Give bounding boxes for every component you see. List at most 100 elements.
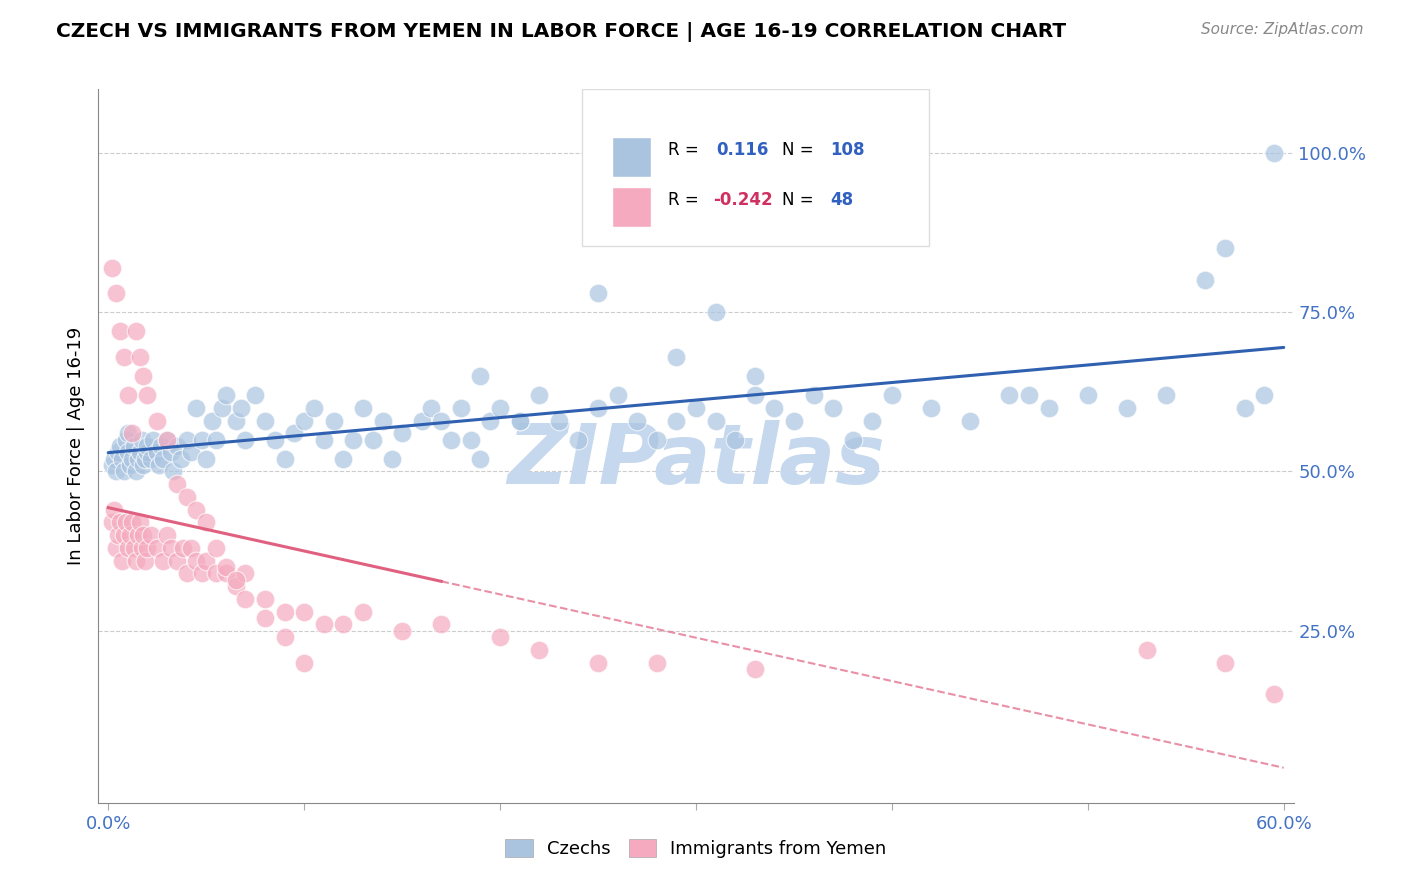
Point (880, 388, 903, 402)
Point (645, 433, 668, 447)
Text: 108: 108 (830, 141, 865, 159)
Point (322, 413, 344, 427)
Point (146, 541, 169, 555)
Point (101, 458, 124, 472)
Point (529, 388, 551, 402)
Point (529, 643, 551, 657)
Point (959, 413, 981, 427)
Point (195, 554, 218, 568)
Point (122, 439, 145, 453)
Point (243, 388, 266, 402)
Point (841, 433, 863, 447)
Point (860, 413, 883, 427)
Point (205, 541, 228, 555)
Point (312, 433, 335, 447)
Point (186, 401, 208, 415)
Point (162, 465, 184, 479)
Point (430, 617, 453, 632)
Point (115, 516, 138, 530)
Point (586, 656, 609, 670)
Point (112, 465, 135, 479)
Point (352, 401, 374, 415)
Point (128, 516, 150, 530)
Text: CZECH VS IMMIGRANTS FROM YEMEN IN LABOR FORCE | AGE 16-19 CORRELATION CHART: CZECH VS IMMIGRANTS FROM YEMEN IN LABOR … (56, 22, 1066, 42)
Point (179, 541, 201, 555)
Point (170, 451, 193, 466)
Point (302, 401, 325, 415)
FancyBboxPatch shape (613, 187, 651, 227)
Point (273, 605, 295, 619)
Point (131, 541, 153, 555)
Point (121, 426, 143, 441)
Point (547, 413, 569, 427)
Point (744, 388, 766, 402)
Point (148, 458, 170, 472)
Point (292, 605, 315, 619)
Text: N =: N = (782, 141, 814, 159)
Point (1233, 401, 1256, 415)
Point (124, 465, 146, 479)
Point (253, 413, 276, 427)
Point (1135, 643, 1157, 657)
Point (136, 445, 159, 459)
FancyBboxPatch shape (613, 137, 651, 177)
Point (117, 426, 139, 441)
Point (132, 528, 155, 542)
Point (292, 413, 315, 427)
Point (704, 305, 727, 319)
Point (489, 401, 512, 415)
Point (105, 286, 128, 301)
Point (118, 528, 141, 542)
Point (176, 490, 198, 504)
Text: N =: N = (782, 191, 814, 209)
Point (440, 433, 463, 447)
Point (195, 516, 218, 530)
Point (105, 465, 128, 479)
Point (176, 566, 198, 581)
Point (273, 630, 295, 644)
Point (121, 451, 143, 466)
Point (1213, 656, 1236, 670)
Point (312, 617, 335, 632)
Point (191, 566, 214, 581)
Point (606, 388, 628, 402)
FancyBboxPatch shape (582, 89, 929, 246)
Point (411, 413, 433, 427)
Point (391, 624, 413, 638)
Point (998, 388, 1021, 402)
Point (1077, 388, 1099, 402)
Point (124, 324, 146, 338)
Text: 48: 48 (830, 191, 853, 209)
Point (112, 528, 135, 542)
Point (127, 451, 149, 466)
Point (118, 458, 141, 472)
Text: R =: R = (668, 191, 699, 209)
Point (160, 541, 183, 555)
Point (166, 554, 188, 568)
Point (823, 401, 845, 415)
Legend: Czechs, Immigrants from Yemen: Czechs, Immigrants from Yemen (498, 831, 894, 865)
Y-axis label: In Labor Force | Age 16-19: In Labor Force | Age 16-19 (66, 326, 84, 566)
Point (470, 368, 492, 383)
Point (235, 566, 257, 581)
Point (1018, 388, 1040, 402)
Point (131, 433, 153, 447)
Point (332, 451, 354, 466)
Point (263, 433, 285, 447)
Point (211, 401, 233, 415)
Point (470, 451, 492, 466)
Point (744, 368, 766, 383)
Point (1263, 145, 1285, 160)
Point (128, 445, 150, 459)
Point (152, 451, 174, 466)
Point (283, 426, 305, 441)
Point (665, 413, 688, 427)
Point (645, 656, 668, 670)
Point (292, 656, 315, 670)
Point (225, 573, 247, 587)
Point (141, 528, 163, 542)
Point (186, 554, 208, 568)
Point (191, 433, 214, 447)
Point (744, 662, 766, 676)
Point (567, 433, 589, 447)
